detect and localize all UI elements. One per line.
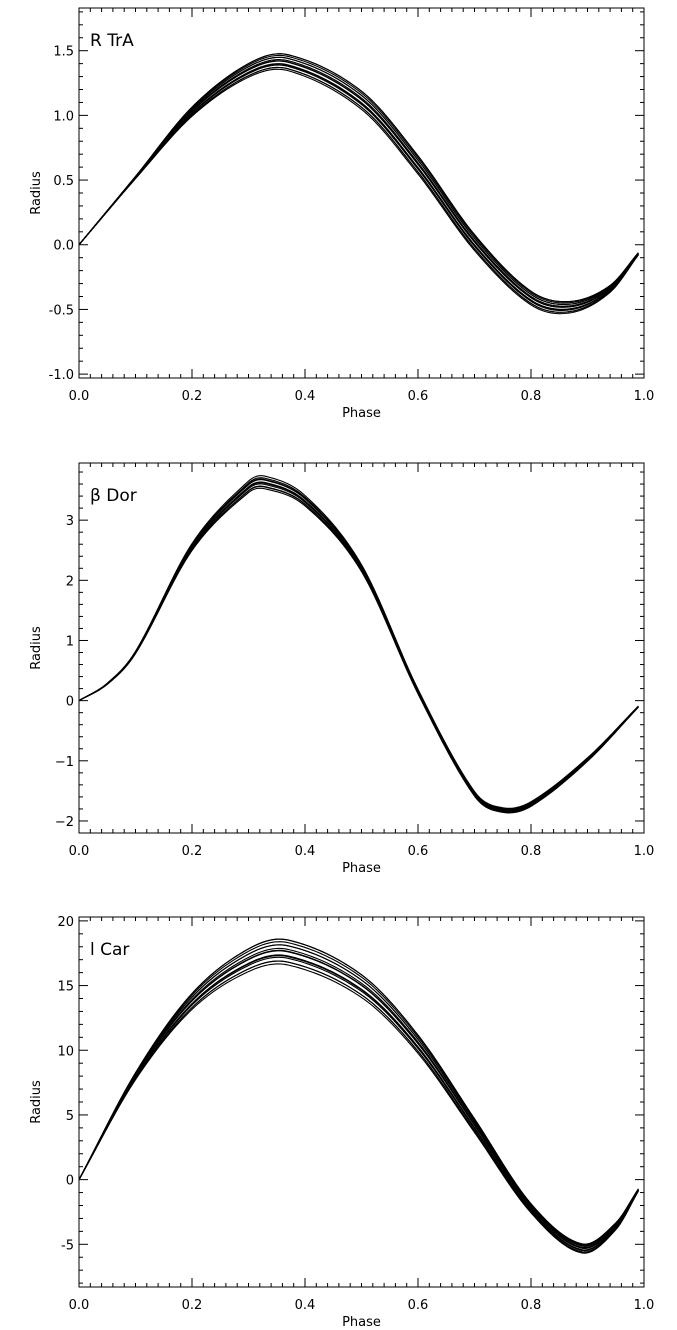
y-tick-label: −2 (55, 815, 74, 830)
x-tick-label: 0.2 (182, 844, 203, 859)
panel-l-car: 0.0 0.2 0.4 0.6 0.8 1.0 -5 0 5 10 15 20 Phase Radius l… (29, 915, 654, 1330)
y-tick-label: -5 (61, 1238, 74, 1253)
radius-curve (78, 481, 639, 812)
panel-beta-dor: 0.0 0.2 0.4 0.6 0.8 1.0 −2 −1 0 1 2 3 Phase Radius β D… (29, 462, 655, 876)
radius-curve (78, 482, 639, 812)
radius-curve (78, 956, 639, 1252)
y-tick-label: 15 (57, 980, 74, 995)
radius-curve (78, 963, 639, 1254)
radius-curve (78, 56, 639, 305)
radius-curve (78, 960, 639, 1253)
radius-curve (78, 64, 639, 311)
star-name-label: l Car (90, 940, 129, 960)
x-tick-label: 1.0 (634, 389, 655, 404)
radius-curve (78, 475, 639, 809)
radius-curve (78, 477, 639, 810)
radius-curve (78, 487, 639, 814)
x-tick-label: 1.0 (634, 844, 655, 859)
x-tick-label: 0.6 (408, 844, 429, 859)
y-tick-label: 3 (66, 514, 74, 529)
radius-curve (78, 938, 639, 1245)
y-axis-label: Radius (29, 1080, 44, 1124)
x-tick-label: 0.8 (521, 844, 542, 859)
radius-curve (78, 944, 639, 1247)
x-tick-label: 0.4 (295, 844, 316, 859)
y-tick-label: −1 (55, 755, 74, 770)
star-name-label: R TrA (90, 31, 134, 51)
x-tick-label: 0.4 (295, 389, 316, 404)
x-tick-label: 0.0 (69, 389, 90, 404)
radius-curve (78, 485, 639, 813)
radius-curve (78, 479, 639, 811)
plot-frame (78, 7, 645, 379)
radius-curve (78, 63, 639, 310)
radius-curve (78, 938, 639, 1245)
y-tick-label: 5 (66, 1109, 74, 1124)
x-axis-label: Phase (342, 1315, 381, 1330)
x-tick-label: 0.8 (521, 1298, 542, 1313)
radius-curve (78, 941, 639, 1246)
x-tick-label: 0.0 (69, 1298, 90, 1313)
y-tick-label: 0.0 (53, 239, 74, 254)
y-axis-label: Radius (29, 171, 44, 215)
radius-curve (78, 954, 639, 1251)
x-tick-label: 0.2 (182, 389, 203, 404)
y-tick-label: -0.5 (49, 303, 74, 318)
radius-curve (78, 60, 639, 308)
y-tick-label: 1 (66, 634, 74, 649)
radius-curve (78, 59, 639, 307)
x-tick-label: 0.6 (408, 389, 429, 404)
y-tick-label: 0 (66, 695, 74, 710)
radius-curve (78, 478, 639, 811)
radius-curve (78, 54, 639, 304)
x-tick-label: 1.0 (634, 1298, 655, 1313)
radius-curve (78, 60, 639, 308)
y-tick-label: 1.0 (53, 109, 74, 124)
x-tick-label: 0.2 (182, 1298, 203, 1313)
radius-curve (78, 947, 639, 1249)
radius-curve (78, 66, 639, 313)
radius-curve (78, 53, 639, 303)
y-tick-label: 10 (57, 1044, 74, 1059)
y-tick-label: 1.5 (53, 45, 74, 60)
y-tick-label: 0 (66, 1174, 74, 1189)
x-axis-label: Phase (342, 406, 381, 421)
y-tick-label: 0.5 (53, 174, 74, 189)
radius-curve (78, 483, 639, 812)
x-tick-label: 0.8 (521, 389, 542, 404)
x-tick-label: 0.0 (69, 844, 90, 859)
panel-r-tra: 0.0 0.2 0.4 0.6 0.8 1.0 -1.0 -0.5 0.0 0.5 1.0 1.5 Ph… (29, 7, 655, 421)
radius-curve (78, 485, 639, 813)
y-axis-label: Radius (29, 626, 44, 670)
plot-frame (78, 462, 645, 834)
radius-curve (78, 960, 639, 1253)
radius-curve (78, 56, 639, 305)
x-axis-label: Phase (342, 861, 381, 876)
x-tick-label: 0.6 (408, 1298, 429, 1313)
y-tick-label: -1.0 (49, 368, 74, 383)
radius-curve (78, 68, 639, 315)
star-name-label: β Dor (90, 486, 137, 506)
y-tick-label: 2 (66, 574, 74, 589)
x-tick-label: 0.4 (295, 1298, 316, 1313)
radius-curve (78, 955, 639, 1251)
radius-curve (78, 66, 639, 313)
y-tick-label: 20 (57, 915, 74, 930)
